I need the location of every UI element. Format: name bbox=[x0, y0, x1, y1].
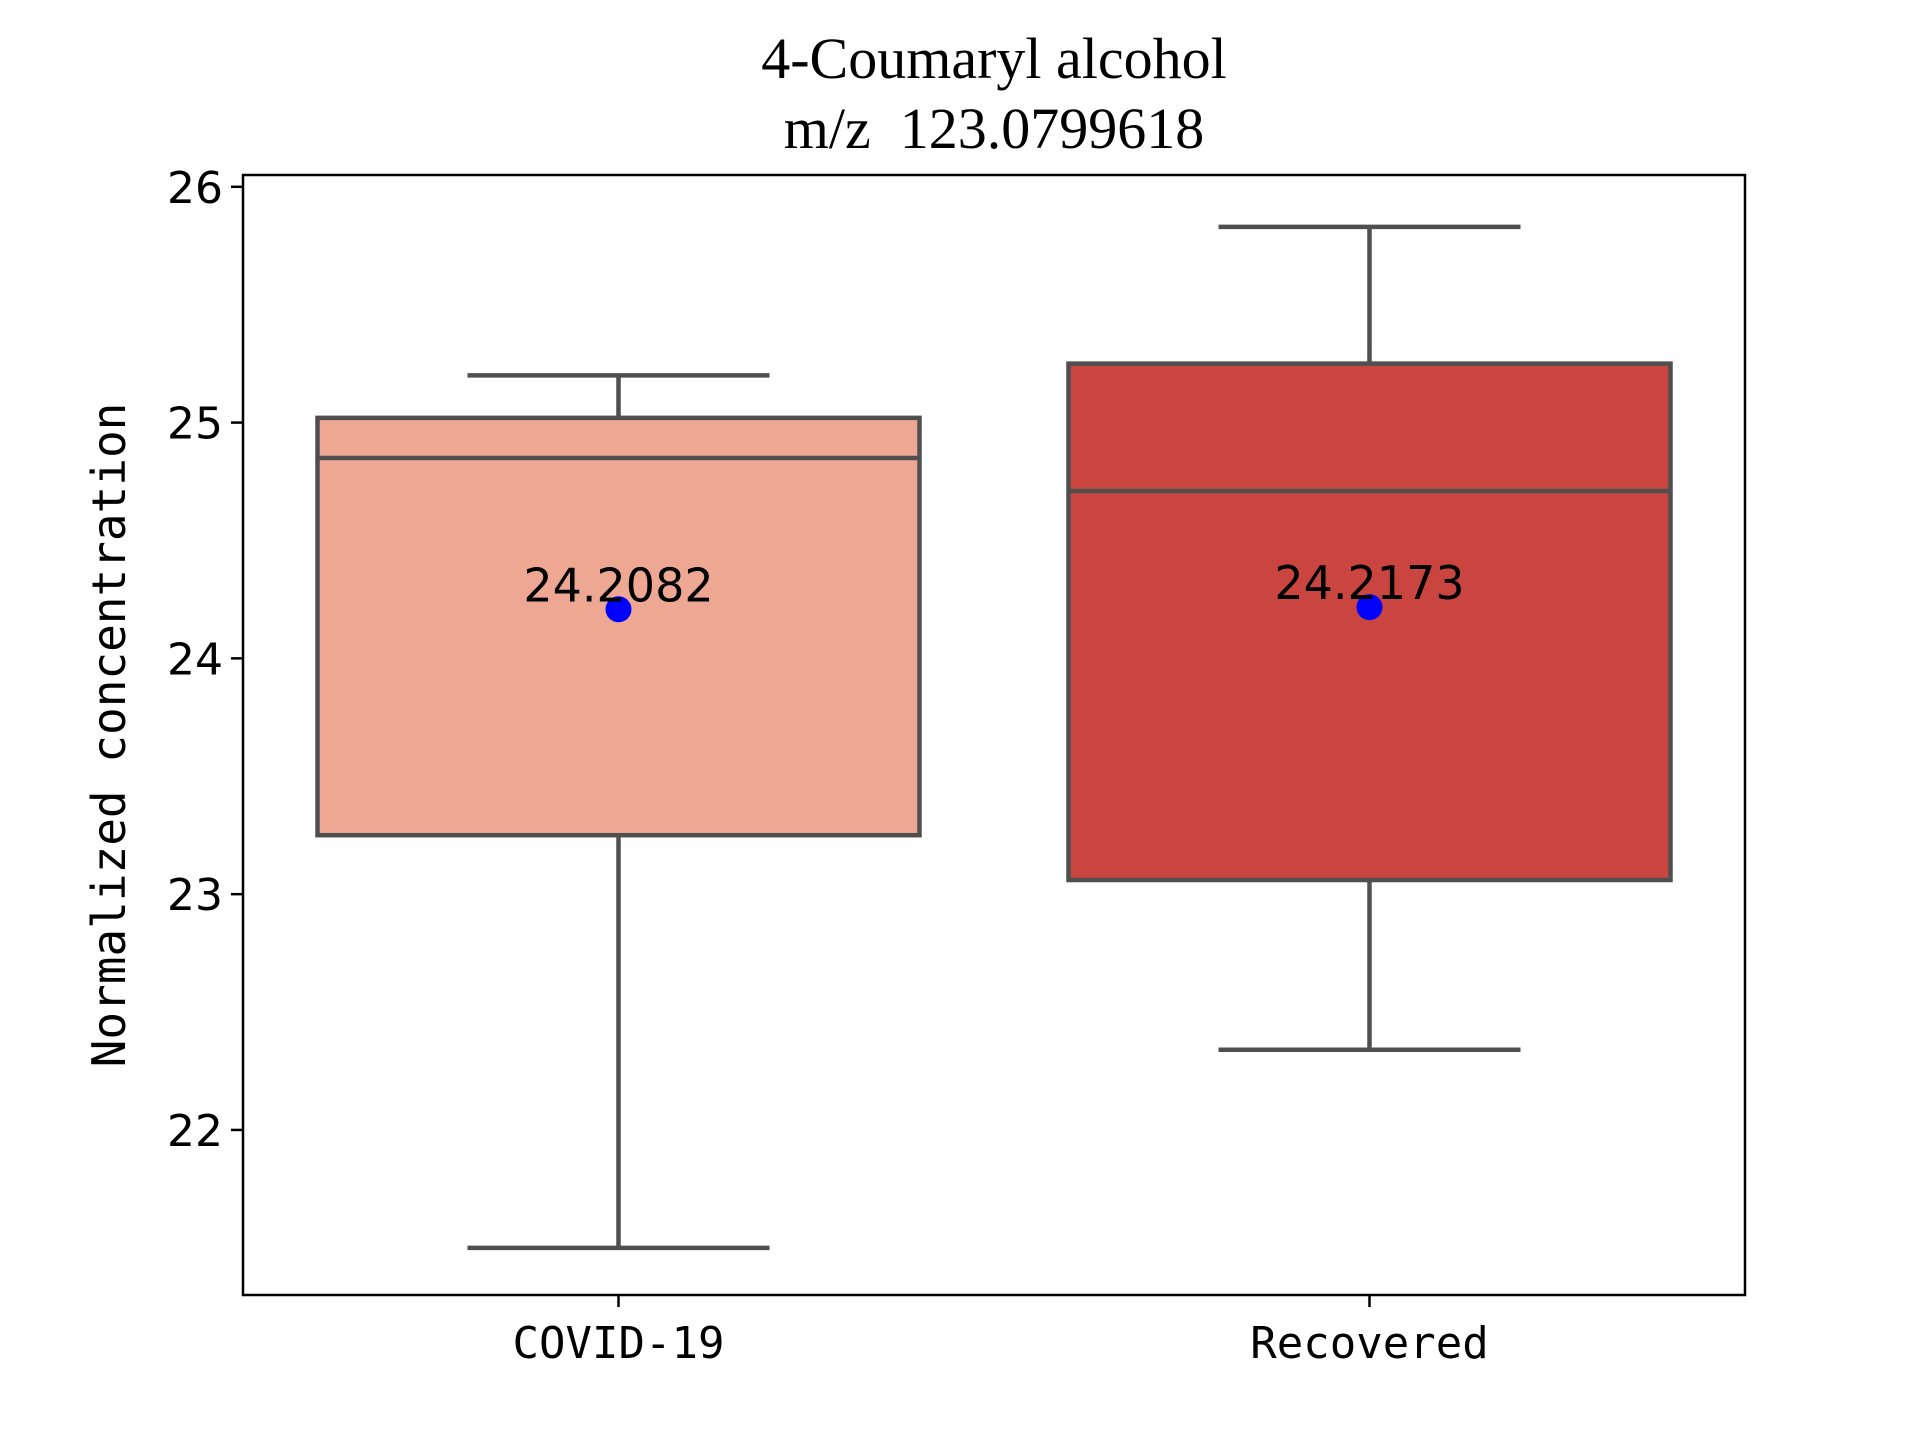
plot-area: 24.2082 24.2173 bbox=[315, 224, 1673, 1251]
chart-subtitle: m/z 123.0799618 bbox=[784, 96, 1204, 161]
chart-title: 4-Coumaryl alcohol bbox=[761, 26, 1227, 91]
box-1: 24.2082 bbox=[315, 373, 922, 1251]
y-tick-label: 25 bbox=[167, 399, 223, 450]
mean-marker bbox=[1356, 594, 1383, 621]
mean-value-label: 24.2082 bbox=[523, 558, 713, 612]
mean-marker bbox=[605, 596, 632, 623]
box-2: 24.2173 bbox=[1066, 224, 1673, 1053]
y-tick-label: 23 bbox=[167, 870, 223, 921]
x-tick-label: COVID-19 bbox=[513, 1318, 725, 1369]
y-axis-label: Normalized concentration bbox=[82, 403, 136, 1068]
iqr-box bbox=[315, 415, 922, 838]
y-tick-label: 26 bbox=[167, 163, 223, 214]
y-tick-label: 24 bbox=[167, 634, 223, 685]
mean-value-label: 24.2173 bbox=[1274, 556, 1464, 610]
iqr-box bbox=[1066, 361, 1673, 883]
y-tick-label: 22 bbox=[167, 1106, 223, 1157]
x-tick-label: Recovered bbox=[1250, 1318, 1488, 1369]
plot-frame bbox=[241, 173, 1747, 1297]
